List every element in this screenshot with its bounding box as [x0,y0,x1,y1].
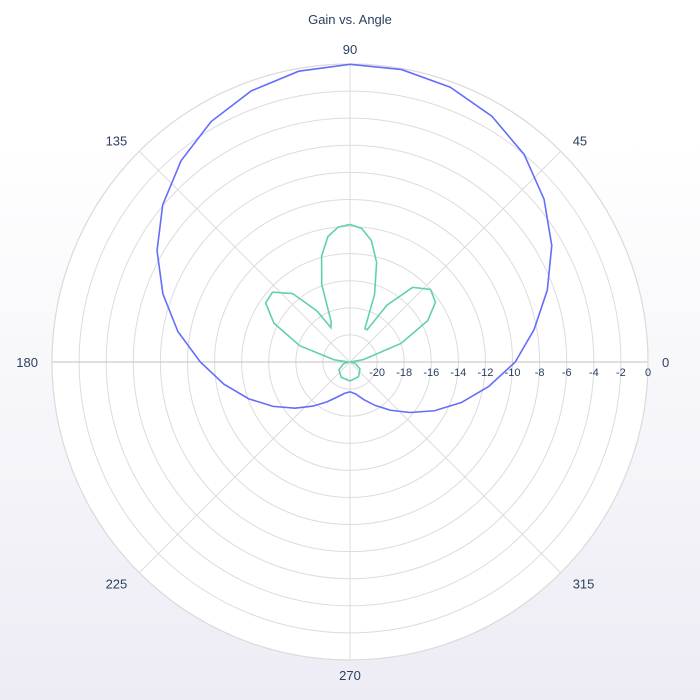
radial-tick-label: -4 [589,367,599,379]
polar-chart: -20-18-16-14-12-10-8-6-4-200459013518022… [0,0,700,700]
angular-tick-label: 90 [343,42,357,57]
angular-tick-label: 135 [106,133,128,148]
radial-tick-label: -14 [450,367,466,379]
radial-tick-label: 0 [645,367,651,379]
radial-tick-label: -6 [562,367,572,379]
angular-tick-label: 0 [662,355,669,370]
radial-tick-label: -18 [396,367,412,379]
angular-tick-label: 225 [106,577,128,592]
angular-tick-label: 45 [573,133,587,148]
angular-tick-label: 270 [339,668,361,683]
radial-tick-label: -10 [505,367,521,379]
angular-tick-label: 315 [573,577,595,592]
radial-tick-label: -8 [535,367,545,379]
chart-container: -20-18-16-14-12-10-8-6-4-200459013518022… [0,0,700,700]
angular-tick-label: 180 [16,355,38,370]
radial-tick-label: -16 [423,367,439,379]
radial-tick-label: -12 [478,367,494,379]
radial-tick-label: -20 [369,367,385,379]
radial-tick-label: -2 [616,367,626,379]
chart-title: Gain vs. Angle [308,12,392,27]
